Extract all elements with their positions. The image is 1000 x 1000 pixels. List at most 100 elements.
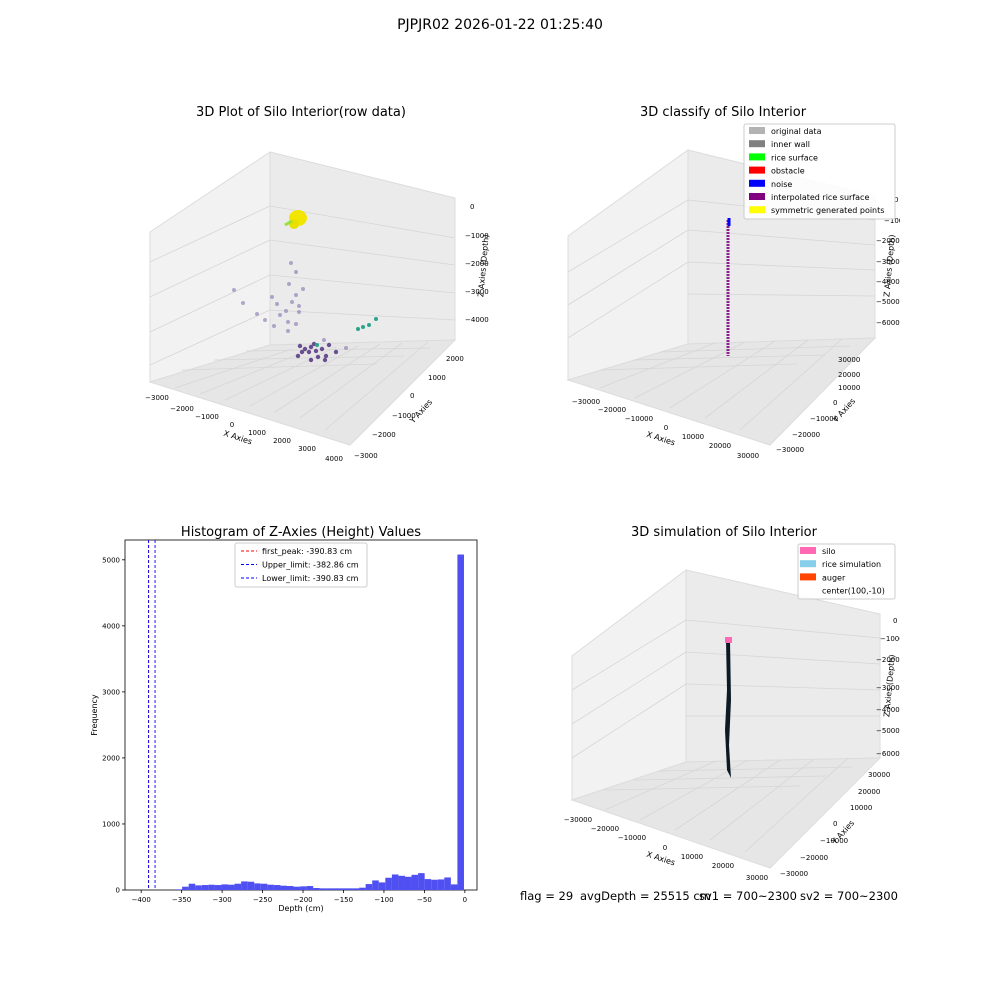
histogram-bar [234, 883, 242, 890]
svg-text:20000: 20000 [709, 442, 731, 450]
histogram-bar [228, 884, 235, 890]
svg-text:−2000: −2000 [465, 260, 489, 268]
raw-z-ticks: 0 −1000 −2000 −3000 −4000 [465, 203, 489, 324]
classify-legend-label: obstacle [771, 167, 805, 176]
svg-text:30000: 30000 [746, 874, 768, 880]
svg-text:−10000: −10000 [820, 837, 848, 845]
histogram-title: Histogram of Z-Axies (Height) Values [181, 525, 421, 540]
histogram-y-label: Frequency [90, 694, 99, 736]
svg-text:−60000: −60000 [876, 319, 900, 327]
histogram-bar [293, 886, 301, 890]
svg-text:−10000: −10000 [880, 635, 900, 643]
classify-legend-label: symmetric generated points [771, 206, 884, 215]
svg-text:30000: 30000 [838, 356, 860, 364]
svg-text:−3000: −3000 [465, 288, 489, 296]
simulation-x-ticks: −30000 −20000 −10000 0 10000 20000 30000 [564, 816, 768, 880]
histogram-x-tick-label: −100 [374, 896, 393, 904]
svg-text:−30000: −30000 [876, 684, 900, 692]
histogram-bar [214, 885, 222, 890]
simulation-plot-title: 3D simulation of Silo Interior [631, 525, 818, 540]
svg-text:0: 0 [833, 820, 837, 828]
histogram-x-ticks: −400 −350 −300 −250 −200 −150 −100 −50 0 [132, 890, 467, 904]
svg-text:0: 0 [893, 617, 897, 625]
histogram-reference-lines [148, 540, 156, 890]
svg-text:0: 0 [410, 392, 414, 400]
histogram-x-tick-label: −350 [172, 896, 191, 904]
histogram-legend-label: Upper_limit: -382.86 cm [262, 561, 359, 570]
classify-legend-swatch [749, 153, 765, 161]
svg-text:10000: 10000 [682, 433, 704, 441]
svg-text:0: 0 [470, 203, 474, 211]
histogram-y-tick-label: 4000 [102, 622, 120, 630]
histogram-bar [398, 875, 405, 890]
raw-x-ticks: −3000 −2000 −1000 0 1000 2000 3000 4000 [145, 394, 343, 463]
histogram-x-tick-label: −400 [132, 896, 151, 904]
classify-x-ticks: −30000 −20000 −10000 0 10000 20000 30000 [572, 398, 759, 460]
classify-points [726, 218, 731, 356]
classify-legend-swatch [749, 127, 765, 134]
raw-plot-title: 3D Plot of Silo Interior(row data) [196, 105, 406, 120]
sv2-status: sv2 = 700~2300 [800, 889, 898, 903]
simulation-legend-swatch [800, 547, 816, 554]
svg-text:−3000: −3000 [145, 394, 169, 402]
histogram-legend-label: first_peak: -390.83 cm [262, 547, 352, 556]
raw-y-ticks: −3000 −2000 −1000 0 1000 2000 [354, 355, 464, 460]
simulation-left-pane [571, 568, 687, 801]
svg-text:−2000: −2000 [170, 405, 194, 413]
svg-text:−10000: −10000 [810, 415, 838, 423]
svg-text:−20000: −20000 [591, 825, 619, 833]
histogram-legend-label: Lower_limit: -390.83 cm [262, 574, 359, 583]
histogram-bar [201, 885, 209, 890]
svg-text:−30000: −30000 [776, 446, 804, 454]
histogram-bar [254, 883, 261, 890]
classify-legend-label: rice surface [771, 153, 818, 162]
raw-floor-pane [148, 339, 457, 446]
classify-legend-swatch [749, 166, 765, 174]
svg-text:−1000: −1000 [465, 232, 489, 240]
classify-grid [567, 199, 876, 431]
histogram-bar [287, 886, 294, 890]
svg-text:3000: 3000 [298, 445, 316, 453]
svg-text:−3000: −3000 [354, 452, 378, 460]
histogram-bar [332, 888, 340, 890]
svg-text:−20000: −20000 [800, 854, 828, 862]
svg-text:1000: 1000 [428, 374, 446, 382]
svg-text:−30000: −30000 [564, 816, 592, 824]
svg-text:10000: 10000 [838, 384, 860, 392]
histogram-bar [424, 879, 432, 890]
histogram-bar [378, 882, 386, 890]
classify-legend-label: interpolated rice surface [771, 193, 869, 202]
svg-text:2000: 2000 [446, 355, 464, 363]
histogram-bar [450, 884, 458, 890]
histogram-x-tick-label: −200 [293, 896, 312, 904]
histogram-bar [241, 881, 248, 890]
simulation-legend: silo rice simulation auger center(100,-10) [797, 543, 896, 600]
svg-text:−20000: −20000 [876, 237, 900, 245]
histogram-bar [431, 879, 438, 890]
svg-text:0: 0 [230, 421, 234, 429]
svg-text:−1000: −1000 [392, 412, 416, 420]
svg-text:20000: 20000 [712, 862, 734, 870]
svg-text:−20000: −20000 [876, 656, 900, 664]
classify-legend-swatch [749, 140, 765, 148]
histogram-y-ticks: 0 1000 2000 3000 4000 5000 [102, 556, 125, 895]
classify-legend-swatch [749, 179, 765, 187]
simulation-legend-label: rice simulation [822, 560, 881, 569]
histogram-bar [260, 883, 268, 890]
histogram-x-tick-label: −250 [253, 896, 272, 904]
classify-legend-swatch [749, 193, 765, 200]
histogram-y-tick-label: 5000 [102, 556, 120, 564]
simulation-legend-swatch [800, 573, 816, 581]
svg-text:20000: 20000 [858, 788, 880, 796]
histogram-x-tick-label: −150 [334, 896, 353, 904]
svg-text:−2000: −2000 [372, 431, 396, 439]
simulation-x-label: X Axies [645, 850, 676, 868]
classify-y-ticks: −30000 −20000 −10000 0 10000 20000 30000 [776, 356, 860, 454]
classify-legend: original data inner wall rice surface obsta… [743, 123, 896, 220]
svg-text:20000: 20000 [838, 371, 860, 379]
svg-text:−40000: −40000 [876, 278, 900, 286]
histogram-bar [418, 873, 425, 890]
classify-legend-label: noise [771, 180, 792, 189]
classify-legend-label: original data [771, 127, 822, 136]
simulation-y-ticks: −30000 −20000 −10000 0 10000 20000 30000 [780, 771, 890, 878]
